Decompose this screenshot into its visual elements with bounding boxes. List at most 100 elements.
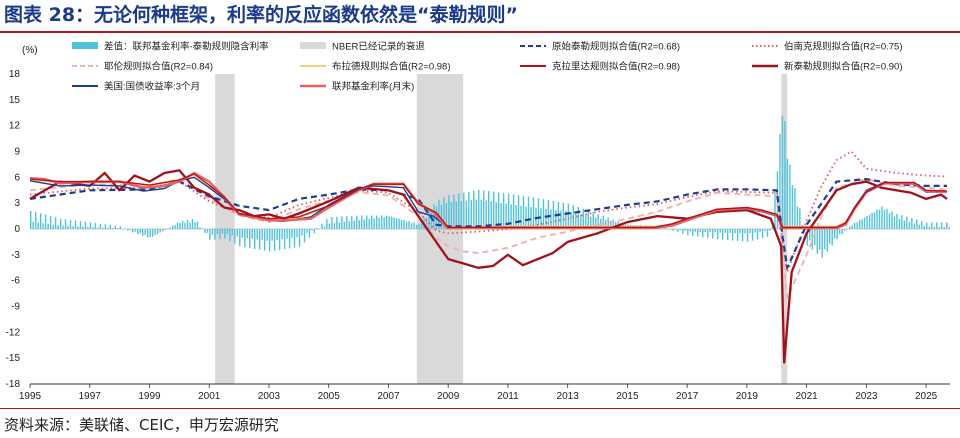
- spread-bar: [871, 212, 873, 229]
- spread-bar: [291, 229, 293, 238]
- spread-bar: [908, 222, 911, 229]
- spread-bar: [729, 229, 731, 233]
- spread-bar: [281, 229, 283, 240]
- legend-item-spread: 差值：联邦基金利率-泰勒规则隐含利率: [72, 41, 269, 53]
- spread-bar: [505, 203, 507, 229]
- spread-bar: [791, 185, 794, 229]
- spread-bar: [189, 222, 191, 229]
- spread-bar: [186, 219, 189, 229]
- y-tick-label: 3: [14, 198, 20, 209]
- legend-swatch: [300, 42, 326, 49]
- spread-bar: [251, 229, 253, 239]
- spread-bar: [485, 200, 487, 229]
- spread-bar: [709, 229, 711, 233]
- spread-bar: [886, 208, 888, 229]
- x-tick-label: 2025: [915, 391, 938, 402]
- spread-bar: [323, 226, 326, 229]
- spread-bar: [811, 229, 814, 250]
- x-tick-label: 2019: [736, 391, 759, 402]
- spread-bar: [388, 216, 390, 229]
- spread-bar: [144, 229, 146, 236]
- y-tick-label: 15: [9, 95, 21, 106]
- spread-bar: [774, 189, 776, 229]
- spread-bar: [445, 202, 448, 229]
- x-tick-label: 2009: [437, 391, 460, 402]
- spread-bar: [873, 212, 876, 229]
- spread-bar: [102, 227, 104, 229]
- spread-bar: [542, 199, 545, 229]
- spread-bar: [739, 229, 741, 234]
- spread-bar: [562, 202, 565, 229]
- spread-bar: [109, 224, 112, 229]
- spread-bar: [156, 229, 159, 234]
- x-tick-label: 1997: [79, 391, 102, 402]
- spread-bar: [375, 215, 378, 229]
- spread-bar: [351, 215, 353, 229]
- spread-bar: [537, 198, 540, 229]
- spread-bar: [525, 206, 527, 229]
- spread-bar: [211, 229, 214, 235]
- spread-bar: [380, 215, 383, 229]
- spread-bar: [146, 229, 149, 238]
- spread-bar: [420, 222, 423, 229]
- spread-bar: [229, 229, 231, 242]
- spread-bar: [876, 209, 878, 229]
- spread-bar: [142, 229, 144, 236]
- spread-bar: [587, 210, 589, 229]
- spread-bar: [866, 216, 868, 229]
- spread-bar: [390, 216, 393, 229]
- spread-bar: [697, 229, 699, 237]
- spread-bar: [151, 229, 154, 237]
- spread-bar: [30, 210, 32, 229]
- spread-bar: [731, 229, 734, 241]
- spread-bar: [460, 201, 463, 229]
- spread-bar: [712, 229, 714, 239]
- spread-bar: [943, 227, 945, 229]
- spread-bar: [799, 208, 801, 229]
- spread-bar: [67, 225, 69, 229]
- spread-bar: [470, 200, 472, 229]
- spread-bar: [826, 229, 828, 252]
- spread-bar: [82, 226, 84, 229]
- spread-bar: [234, 229, 236, 244]
- spread-bar: [159, 229, 161, 233]
- x-tick-label: 2015: [616, 391, 639, 402]
- spread-bar: [408, 221, 410, 229]
- spread-bar: [361, 215, 363, 229]
- spread-bar: [759, 229, 761, 232]
- spread-bar: [348, 221, 351, 229]
- series-line: [29, 173, 948, 228]
- spread-bar: [311, 229, 313, 231]
- spread-bar: [336, 216, 338, 229]
- spread-bar: [448, 195, 450, 229]
- spread-bar: [418, 223, 420, 229]
- spread-bar: [134, 229, 136, 232]
- spread-bar: [488, 191, 490, 229]
- spread-bar: [858, 220, 861, 229]
- source-note: 资料来源：美联储、CEIC，申万宏源研究: [4, 416, 279, 434]
- x-tick-label: 1995: [19, 391, 42, 402]
- legend-label: 新泰勒规则拟合值(R2=0.90): [784, 61, 903, 73]
- spread-bar: [39, 213, 42, 229]
- spread-bar: [592, 212, 594, 229]
- spread-bar: [306, 229, 308, 234]
- spread-bar: [353, 220, 355, 229]
- spread-bar: [241, 229, 243, 238]
- spread-bar: [37, 222, 39, 229]
- spread-bar: [590, 216, 592, 229]
- spread-bar: [231, 229, 234, 236]
- spread-bar: [169, 227, 171, 229]
- spread-bar: [137, 229, 139, 235]
- spread-bar: [575, 213, 577, 229]
- spread-bar: [405, 221, 408, 229]
- spread-bar: [204, 229, 206, 234]
- spread-bar: [896, 214, 898, 229]
- spread-bar: [443, 197, 445, 229]
- spread-bar: [440, 204, 443, 229]
- spread-bar: [54, 217, 57, 229]
- spread-bar: [246, 229, 248, 239]
- spread-bar: [724, 229, 726, 233]
- spread-bar: [283, 229, 286, 250]
- spread-bar: [547, 199, 550, 229]
- spread-bar: [271, 229, 273, 241]
